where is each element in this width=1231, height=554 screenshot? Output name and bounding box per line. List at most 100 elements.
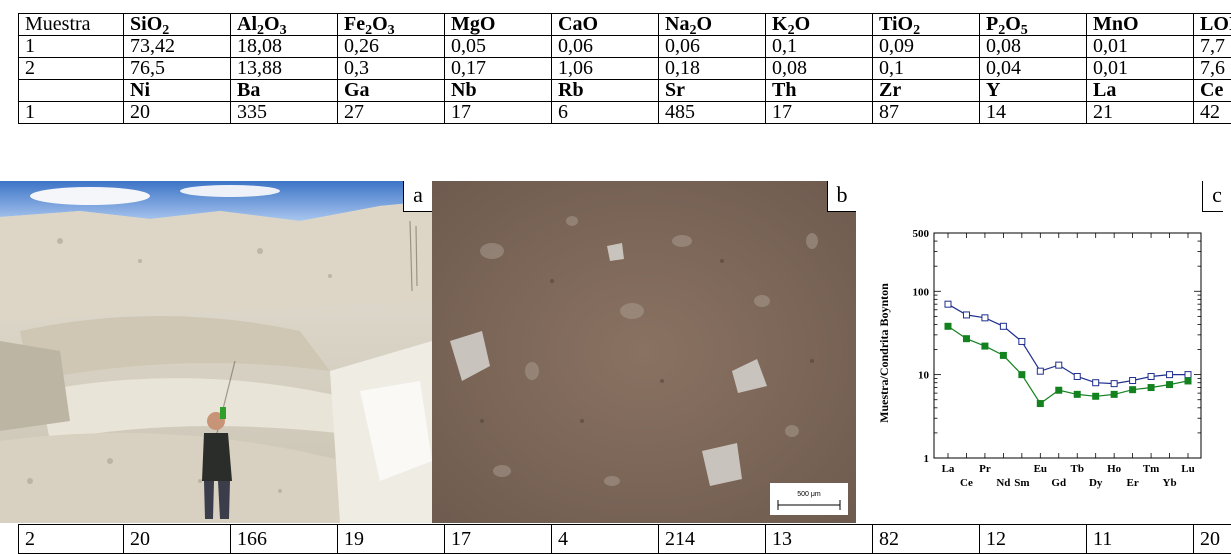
y-tick-label: 10 <box>918 370 930 382</box>
table-cell: 87 <box>873 102 980 124</box>
y-tick-label: 500 <box>913 228 930 240</box>
data-point <box>982 343 988 349</box>
table-cell: 0,05 <box>445 36 552 58</box>
table-cell: 20 <box>1194 525 1231 554</box>
data-point <box>1074 373 1080 379</box>
table-cell: 0,06 <box>552 36 659 58</box>
data-point <box>1093 380 1099 386</box>
data-point <box>1167 372 1173 378</box>
data-point <box>963 336 969 342</box>
table-cell: 1,06 <box>552 58 659 80</box>
data-point <box>982 315 988 321</box>
table-cell: Ga <box>338 80 445 102</box>
table-cell: 0,08 <box>980 36 1087 58</box>
photo-panel-b: 500 μm b <box>432 181 856 523</box>
table-cell: Zr <box>873 80 980 102</box>
x-tick-label: Sm <box>1014 477 1029 489</box>
table-cell: K2O <box>766 14 873 36</box>
table-cell: 13 <box>766 525 873 554</box>
x-tick-label: La <box>942 463 955 475</box>
data-point <box>945 323 951 329</box>
table-cell: 82 <box>873 525 980 554</box>
x-tick-label: Lu <box>1181 463 1194 475</box>
x-tick-label: Nd <box>996 477 1010 489</box>
table-cell: Ni <box>124 80 231 102</box>
table-cell: 0,3 <box>338 58 445 80</box>
panel-label-c: c <box>1202 181 1223 212</box>
data-point <box>1167 382 1173 388</box>
table-cell: 0,1 <box>873 58 980 80</box>
table-cell: CaO <box>552 14 659 36</box>
table-cell: Rb <box>552 80 659 102</box>
table-cell: 6 <box>552 102 659 124</box>
table-cell: 76,5 <box>124 58 231 80</box>
table-cell: LOI <box>1194 14 1231 36</box>
table-cell: TiO2 <box>873 14 980 36</box>
quarry-photo <box>0 181 432 523</box>
y-tick-label: 1 <box>924 453 930 465</box>
x-tick-label: Eu <box>1034 463 1047 475</box>
table-cell: 19 <box>338 525 445 554</box>
data-point <box>1148 373 1154 379</box>
table-cell: 0,09 <box>873 36 980 58</box>
table-cell: La <box>1087 80 1194 102</box>
data-point <box>963 312 969 318</box>
x-tick-label: Er <box>1126 477 1138 489</box>
data-point <box>1093 393 1099 399</box>
table-cell: 214 <box>659 525 766 554</box>
plot-frame <box>934 233 1201 458</box>
y-axis-label: Muestra/Condrita Boynton <box>877 283 891 423</box>
table-cell: Ba <box>231 80 338 102</box>
table-cell: 0,01 <box>1087 58 1194 80</box>
table-cell: 0,26 <box>338 36 445 58</box>
data-point <box>1000 323 1006 329</box>
figure-panels: a <box>0 181 1231 523</box>
table-cell: 2 <box>19 58 124 80</box>
table-cell: Ce <box>1194 80 1231 102</box>
table-cell: 17 <box>766 102 873 124</box>
table-cell: Y <box>980 80 1087 102</box>
data-point <box>1185 372 1191 378</box>
x-tick-label: Pr <box>979 463 991 475</box>
table-cell: 21 <box>1087 102 1194 124</box>
series-line <box>948 326 1188 403</box>
x-tick-label: Ce <box>960 477 973 489</box>
data-point <box>1148 385 1154 391</box>
table-cell: Na2O <box>659 14 766 36</box>
data-point <box>1037 368 1043 374</box>
table-cell: 7,7 <box>1194 36 1231 58</box>
data-point <box>1130 387 1136 393</box>
panel-label-a: a <box>403 181 432 212</box>
table-cell: Fe2O3 <box>338 14 445 36</box>
data-point <box>1185 378 1191 384</box>
table-cell: Sr <box>659 80 766 102</box>
table-cell: 0,01 <box>1087 36 1194 58</box>
data-point <box>1037 401 1043 407</box>
data-point <box>1130 378 1136 384</box>
data-point <box>945 301 951 307</box>
panel-label-b: b <box>827 181 856 212</box>
x-tick-label: Gd <box>1051 477 1066 489</box>
data-point <box>1019 372 1025 378</box>
table-cell: 17 <box>445 102 552 124</box>
table-cell: SiO2 <box>124 14 231 36</box>
table-cell <box>19 80 124 102</box>
table-cell: 0,17 <box>445 58 552 80</box>
table-cell: 73,42 <box>124 36 231 58</box>
table-cell: 7,6 <box>1194 58 1231 80</box>
x-tick-label: Tb <box>1070 463 1083 475</box>
table-cell: 17 <box>445 525 552 554</box>
table-cell: 0,1 <box>766 36 873 58</box>
data-point <box>1111 391 1117 397</box>
data-point <box>1000 352 1006 358</box>
photo-panel-a: a <box>0 181 432 523</box>
table-cell: 18,08 <box>231 36 338 58</box>
y-tick-label: 100 <box>913 286 930 298</box>
